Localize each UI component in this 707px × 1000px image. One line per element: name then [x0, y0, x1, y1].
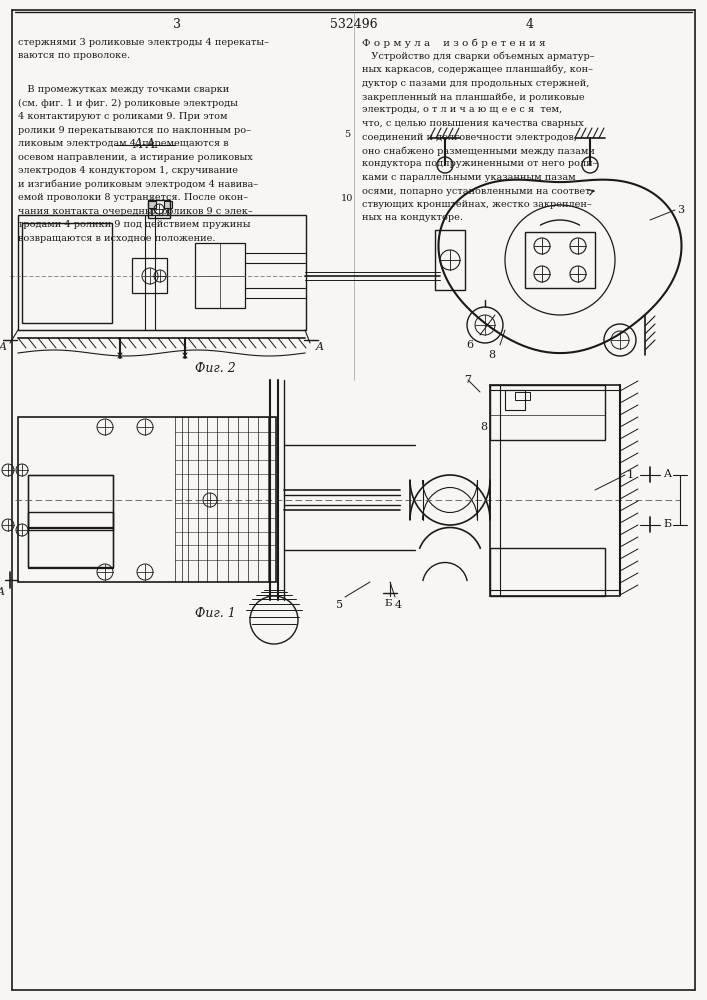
Text: чания контакта очередных роликов 9 с элек–: чания контакта очередных роликов 9 с эле…	[18, 207, 252, 216]
Text: и изгибание роликовым электродом 4 навива–: и изгибание роликовым электродом 4 навив…	[18, 180, 258, 189]
Bar	[28, 475, 113, 530]
Text: Б: Б	[663, 519, 671, 529]
Text: 4: 4	[526, 18, 534, 31]
Bar	[148, 201, 156, 208]
Text: кондуктора подпружиненными от него роли–: кондуктора подпружиненными от него роли–	[362, 159, 597, 168]
Text: закрепленный на планшайбе, и роликовые: закрепленный на планшайбе, и роликовые	[362, 92, 585, 102]
Bar	[18, 417, 276, 582]
Text: Фиг. 1: Фиг. 1	[194, 607, 235, 620]
Text: осевом направлении, а истирание роликовых: осевом направлении, а истирание роликовы…	[18, 153, 252, 162]
Text: A: A	[663, 469, 671, 479]
Text: емой проволоки 8 устраняется. После окон–: емой проволоки 8 устраняется. После окон…	[18, 193, 248, 202]
Text: A: A	[0, 587, 5, 597]
Text: (см. фиг. 1 и фиг. 2) роликовые электроды: (см. фиг. 1 и фиг. 2) роликовые электрод…	[18, 99, 238, 108]
Text: ваются по проволоке.: ваются по проволоке.	[18, 51, 130, 60]
Text: Ф о р м у л а    и з о б р е т е н и я: Ф о р м у л а и з о б р е т е н и я	[362, 38, 546, 47]
Text: ролики 9 перекатываются по наклонным ро–: ролики 9 перекатываются по наклонным ро–	[18, 126, 251, 135]
Bar	[18, 215, 306, 330]
Text: 8: 8	[489, 350, 496, 360]
Text: ликовым электродам 4, перемещаются в: ликовым электродам 4, перемещаются в	[18, 139, 228, 148]
Bar	[490, 548, 605, 596]
Bar	[28, 528, 113, 568]
Text: 7: 7	[464, 375, 472, 385]
Text: 5: 5	[337, 600, 344, 610]
Text: возвращаются в исходное положение.: возвращаются в исходное положение.	[18, 234, 216, 243]
Text: В промежутках между точками сварки: В промежутках между точками сварки	[18, 85, 229, 94]
Text: 1: 1	[627, 470, 634, 480]
Text: 532496: 532496	[330, 18, 378, 31]
Text: что, с целью повышения качества сварных: что, с целью повышения качества сварных	[362, 119, 584, 128]
Bar	[505, 390, 525, 410]
Text: тродами 4 ролики 9 под действием пружины: тродами 4 ролики 9 под действием пружины	[18, 220, 250, 229]
Text: 5: 5	[344, 130, 350, 139]
Text: оно снабжено размещенными между пазами: оно снабжено размещенными между пазами	[362, 146, 595, 155]
Text: электродов 4 кондуктором 1, скручивание: электродов 4 кондуктором 1, скручивание	[18, 166, 238, 175]
Bar	[525, 232, 595, 288]
Bar	[164, 201, 172, 208]
Text: ных каркасов, содержащее планшайбу, кон–: ных каркасов, содержащее планшайбу, кон–	[362, 65, 593, 75]
Text: электроды, о т л и ч а ю щ е е с я  тем,: электроды, о т л и ч а ю щ е е с я тем,	[362, 105, 562, 114]
Bar	[22, 223, 112, 323]
Text: Б: Б	[384, 599, 392, 608]
Text: дуктор с пазами для продольных стержней,: дуктор с пазами для продольных стержней,	[362, 79, 590, 88]
Bar	[515, 392, 530, 400]
Text: 3: 3	[173, 18, 181, 31]
Text: Устройство для сварки объемных арматур–: Устройство для сварки объемных арматур–	[362, 51, 595, 61]
Text: A: A	[0, 342, 7, 352]
Text: 4 контактируют с роликами 9. При этом: 4 контактируют с роликами 9. При этом	[18, 112, 228, 121]
Text: ных на кондукторе.: ных на кондукторе.	[362, 214, 463, 223]
Text: ками с параллельными указанным пазам: ками с параллельными указанным пазам	[362, 173, 575, 182]
Bar	[195, 243, 245, 308]
Text: Фиг. 2: Фиг. 2	[194, 362, 235, 375]
Text: A-A: A-A	[134, 138, 156, 151]
Text: осями, попарно установленными на соответ–: осями, попарно установленными на соответ…	[362, 186, 595, 196]
Text: 8: 8	[480, 422, 487, 432]
Bar	[28, 512, 113, 567]
Bar	[435, 230, 465, 290]
Bar	[28, 475, 113, 527]
Text: соединений и долговечности электродов,: соединений и долговечности электродов,	[362, 132, 577, 141]
Bar	[490, 385, 605, 440]
Text: A: A	[316, 342, 324, 352]
Text: 6: 6	[467, 340, 474, 350]
Text: стержнями 3 роликовые электроды 4 перекаты–: стержнями 3 роликовые электроды 4 перека…	[18, 38, 269, 47]
Text: 3: 3	[677, 205, 684, 215]
Bar	[148, 200, 170, 218]
Text: 4: 4	[395, 600, 402, 610]
Bar	[132, 258, 167, 293]
Text: ствующих кронштейнах, жестко закреплен–: ствующих кронштейнах, жестко закреплен–	[362, 200, 592, 209]
Text: 10: 10	[341, 194, 354, 203]
